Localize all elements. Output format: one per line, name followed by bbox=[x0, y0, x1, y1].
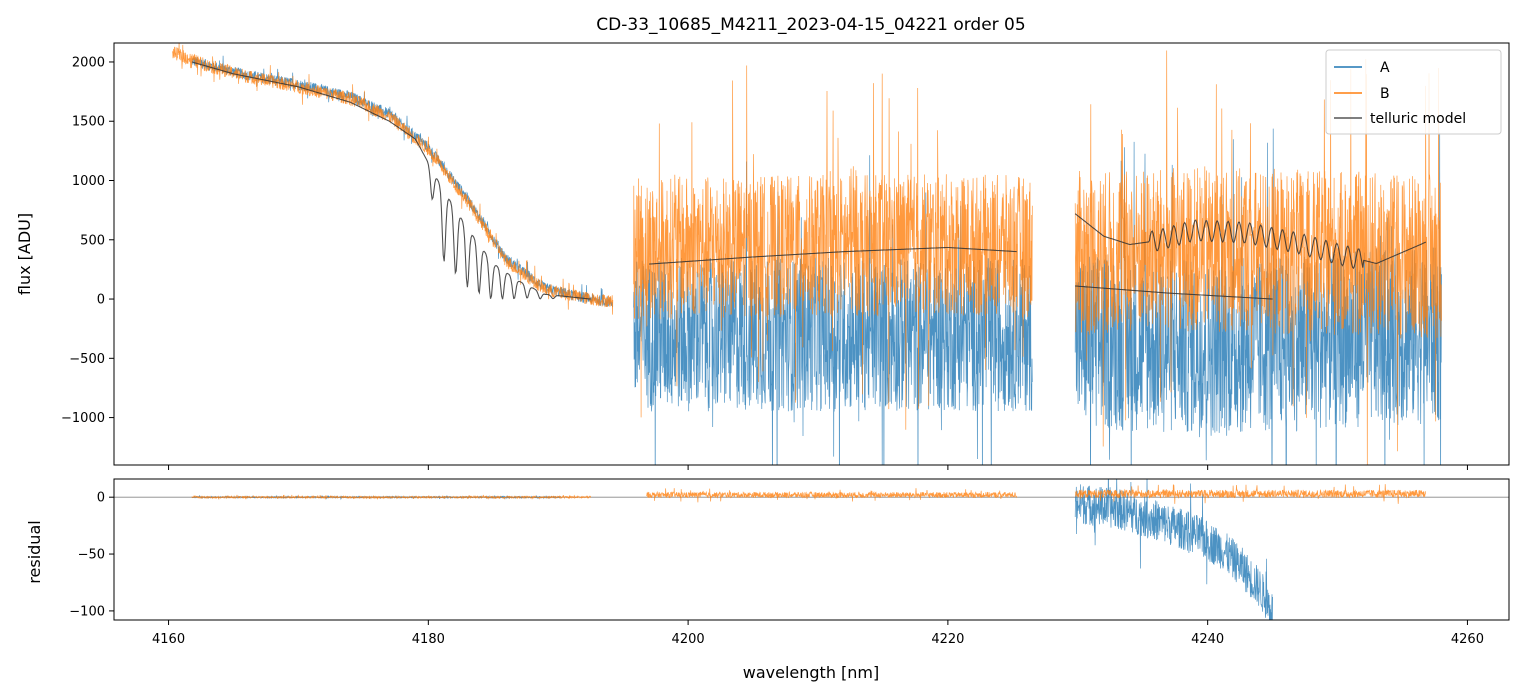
xtick-label: 4180 bbox=[412, 632, 445, 647]
residual-panel: −100 −50 0 4160 4180 4200 4220 4240 4260 bbox=[69, 478, 1510, 647]
legend: A B telluric model bbox=[1325, 49, 1502, 135]
xtick-label: 4160 bbox=[152, 632, 185, 647]
flux-series-a-segment-2 bbox=[1074, 128, 1442, 465]
xtick-label: 4260 bbox=[1451, 632, 1484, 647]
flux-series-telluric-model-segment-3 bbox=[1075, 285, 1273, 300]
residual-axes-frame bbox=[113, 478, 1510, 621]
flux-panel: −1000 −500 0 500 1000 1500 2000 bbox=[61, 42, 1510, 470]
flux-series-telluric-model-segment-0 bbox=[191, 61, 591, 300]
chart-title: CD-33_10685_M4211_2023-04-15_04221 order… bbox=[596, 15, 1025, 35]
residual-series-b-segment-2 bbox=[1074, 484, 1427, 504]
legend-label-a: A bbox=[1380, 60, 1390, 76]
flux-ytick-label: 2000 bbox=[72, 55, 105, 70]
flux-series-a-segment-1 bbox=[633, 155, 1033, 465]
flux-series-a-segment-0 bbox=[191, 55, 614, 308]
flux-ytick-label: −1000 bbox=[61, 411, 105, 426]
xtick-label: 4220 bbox=[931, 632, 964, 647]
flux-axes-frame bbox=[113, 42, 1510, 466]
flux-y-axis-label: flux [ADU] bbox=[15, 213, 34, 295]
flux-ytick-label: 0 bbox=[97, 293, 105, 308]
flux-series-telluric-model-segment-1 bbox=[649, 246, 1017, 265]
residual-ytick-label: −100 bbox=[69, 604, 105, 619]
residual-series-b-segment-0 bbox=[191, 494, 592, 500]
x-axis-label: wavelength [nm] bbox=[743, 663, 880, 682]
flux-ytick-label: 500 bbox=[80, 233, 105, 248]
xtick-label: 4240 bbox=[1191, 632, 1224, 647]
flux-series-b-segment-2 bbox=[1074, 50, 1442, 465]
flux-series-b-segment-0 bbox=[172, 43, 614, 315]
residual-ytick-label: −50 bbox=[78, 548, 105, 563]
residual-series-b-segment-1 bbox=[646, 488, 1018, 503]
residual-series-a-segment-1 bbox=[1074, 479, 1273, 620]
flux-ytick-label: 1500 bbox=[72, 115, 105, 130]
legend-label-telluric-model: telluric model bbox=[1370, 111, 1466, 127]
residual-ytick-label: 0 bbox=[97, 491, 105, 506]
xtick-label: 4200 bbox=[672, 632, 705, 647]
flux-ytick-label: 1000 bbox=[72, 174, 105, 189]
flux-series-telluric-model-segment-2 bbox=[1074, 213, 1427, 270]
legend-label-b: B bbox=[1380, 86, 1390, 102]
flux-ytick-label: −500 bbox=[69, 352, 105, 367]
residual-y-axis-label: residual bbox=[25, 520, 44, 583]
flux-series-b-segment-1 bbox=[633, 65, 1033, 430]
